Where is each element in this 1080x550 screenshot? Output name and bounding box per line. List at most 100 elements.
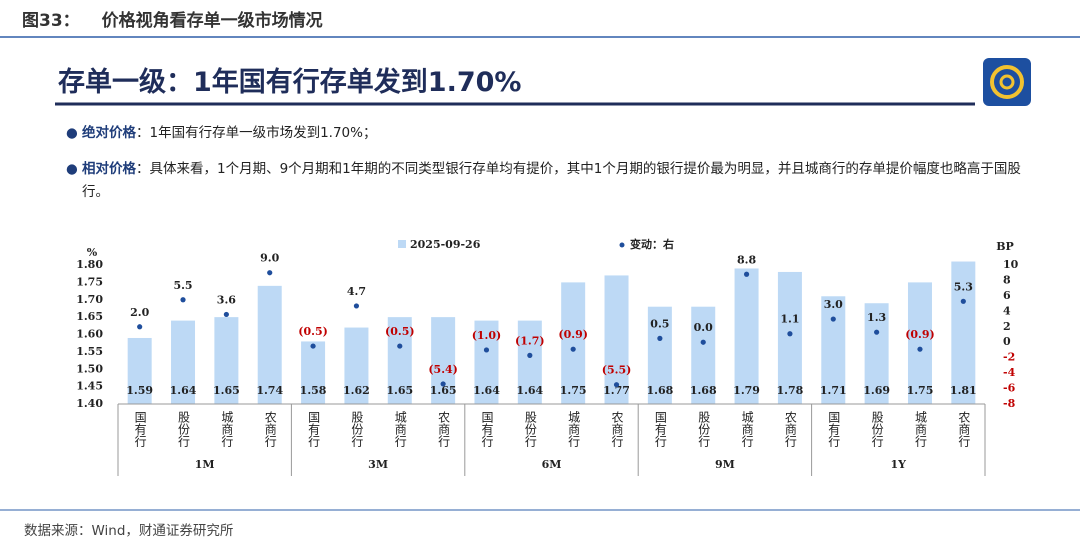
- figure-title: 价格视角看存单一级市场情况: [101, 11, 323, 31]
- legend-label: 变动：右: [630, 237, 674, 251]
- y2-tick-label: 0: [1003, 335, 1011, 348]
- bar-value-label: 1.64: [473, 384, 500, 397]
- bar: [821, 296, 846, 404]
- dot-value-label: 0.0: [694, 321, 713, 334]
- bar: [517, 320, 542, 404]
- bar: [214, 317, 239, 404]
- dot-value-label: 5.5: [173, 279, 192, 292]
- dot-value-label: (0.9): [905, 328, 935, 341]
- bar-value-label: 1.81: [950, 384, 977, 397]
- dot: [917, 346, 923, 352]
- group-label: 3M: [368, 458, 388, 471]
- x-tick-label: 股份行: [350, 411, 364, 447]
- y2-tick-label: -2: [1003, 351, 1015, 364]
- slide-title: 存单一级：1年国有行存单发到1.70%: [58, 67, 522, 98]
- y2-tick-label: 4: [1003, 304, 1011, 317]
- x-tick-label: 国有行: [133, 411, 147, 447]
- dot-value-label: (1.7): [515, 334, 545, 347]
- dot-value-label: 0.5: [650, 317, 669, 330]
- y-tick-label: 1.40: [76, 397, 103, 410]
- bar: [561, 282, 586, 404]
- y2-tick-label: 6: [1003, 289, 1011, 302]
- bar: [387, 317, 412, 404]
- dot-value-label: 4.7: [347, 285, 366, 298]
- y-tick-label: 1.80: [76, 258, 103, 271]
- dot-value-label: (5.5): [602, 364, 632, 377]
- x-tick-label: 城商行: [220, 411, 234, 447]
- dot-value-label: 1.1: [780, 313, 799, 326]
- figure-number: 图33：: [22, 11, 80, 31]
- dot: [874, 329, 880, 335]
- x-tick-label: 股份行: [177, 411, 191, 447]
- x-tick-label: 农商行: [783, 411, 797, 447]
- bar-value-label: 1.79: [733, 384, 760, 397]
- x-tick-label: 城商行: [567, 411, 581, 447]
- bar: [431, 317, 456, 404]
- x-tick-label: 国有行: [307, 411, 321, 447]
- x-tick-label: 农商行: [610, 411, 624, 447]
- x-tick-label: 农商行: [437, 411, 451, 447]
- bullet-label: 相对价格: [82, 161, 136, 177]
- dot: [743, 271, 750, 277]
- y-tick-label: 1.55: [76, 345, 103, 358]
- bar: [691, 306, 716, 404]
- bullet-text: ：1年国有行存单一级市场发到1.70%；: [136, 125, 377, 141]
- dot: [397, 343, 403, 349]
- legend-label: 2025-09-26: [410, 238, 481, 251]
- y-tick-label: 1.60: [76, 328, 103, 341]
- dot-value-label: (1.0): [472, 329, 502, 342]
- x-tick-label: 国有行: [827, 411, 841, 447]
- dot-value-label: (0.5): [298, 325, 328, 338]
- dot: [440, 381, 446, 387]
- bar-value-label: 1.71: [820, 384, 847, 397]
- x-tick-label: 国有行: [480, 411, 494, 447]
- dot: [137, 324, 143, 330]
- y-axis-label: %: [87, 246, 98, 259]
- bar-value-label: 1.59: [126, 384, 153, 397]
- dot: [830, 316, 836, 322]
- bar: [907, 282, 932, 404]
- legend-swatch: [398, 240, 406, 248]
- dot-value-label: 3.0: [824, 298, 843, 311]
- bar: [344, 327, 369, 404]
- bar-value-label: 1.75: [560, 384, 587, 397]
- x-tick-label: 农商行: [263, 411, 277, 447]
- y2-axis-label: BP: [996, 240, 1014, 253]
- dot: [960, 298, 966, 304]
- source: 数据来源：Wind，财通证券研究所: [24, 523, 234, 539]
- dot-value-label: 3.6: [217, 293, 236, 306]
- bar-value-label: 1.75: [907, 384, 934, 397]
- y2-tick-label: 10: [1003, 258, 1019, 271]
- dot-value-label: 5.3: [954, 280, 973, 293]
- x-tick-label: 国有行: [653, 411, 667, 447]
- y-tick-label: 1.45: [76, 380, 103, 393]
- legend-swatch: [619, 242, 625, 248]
- x-tick-label: 城商行: [393, 411, 407, 447]
- bar: [171, 320, 196, 404]
- dot: [527, 352, 533, 358]
- dot: [353, 303, 360, 309]
- group-label: 9M: [715, 458, 735, 471]
- bar: [301, 341, 326, 404]
- dot-value-label: (0.5): [385, 325, 415, 338]
- group-label: 1Y: [891, 458, 907, 471]
- bar: [474, 320, 499, 404]
- bar-value-label: 1.78: [777, 384, 804, 397]
- bar-value-label: 1.69: [863, 384, 890, 397]
- bar-value-label: 1.65: [213, 384, 240, 397]
- dot-value-label: (0.9): [558, 328, 588, 341]
- y-tick-label: 1.75: [76, 275, 103, 288]
- bar-value-label: 1.68: [646, 384, 673, 397]
- y-tick-label: 1.50: [76, 362, 103, 375]
- bar: [951, 261, 976, 404]
- x-tick-label: 农商行: [957, 411, 971, 447]
- bar-value-label: 1.65: [430, 384, 457, 397]
- bar-value-label: 1.64: [516, 384, 543, 397]
- dot: [570, 346, 576, 352]
- dot-value-label: 2.0: [130, 306, 149, 319]
- dot-value-label: 9.0: [260, 252, 279, 265]
- bar-value-label: 1.74: [256, 384, 283, 397]
- bar: [257, 285, 282, 404]
- group-label: 6M: [542, 458, 562, 471]
